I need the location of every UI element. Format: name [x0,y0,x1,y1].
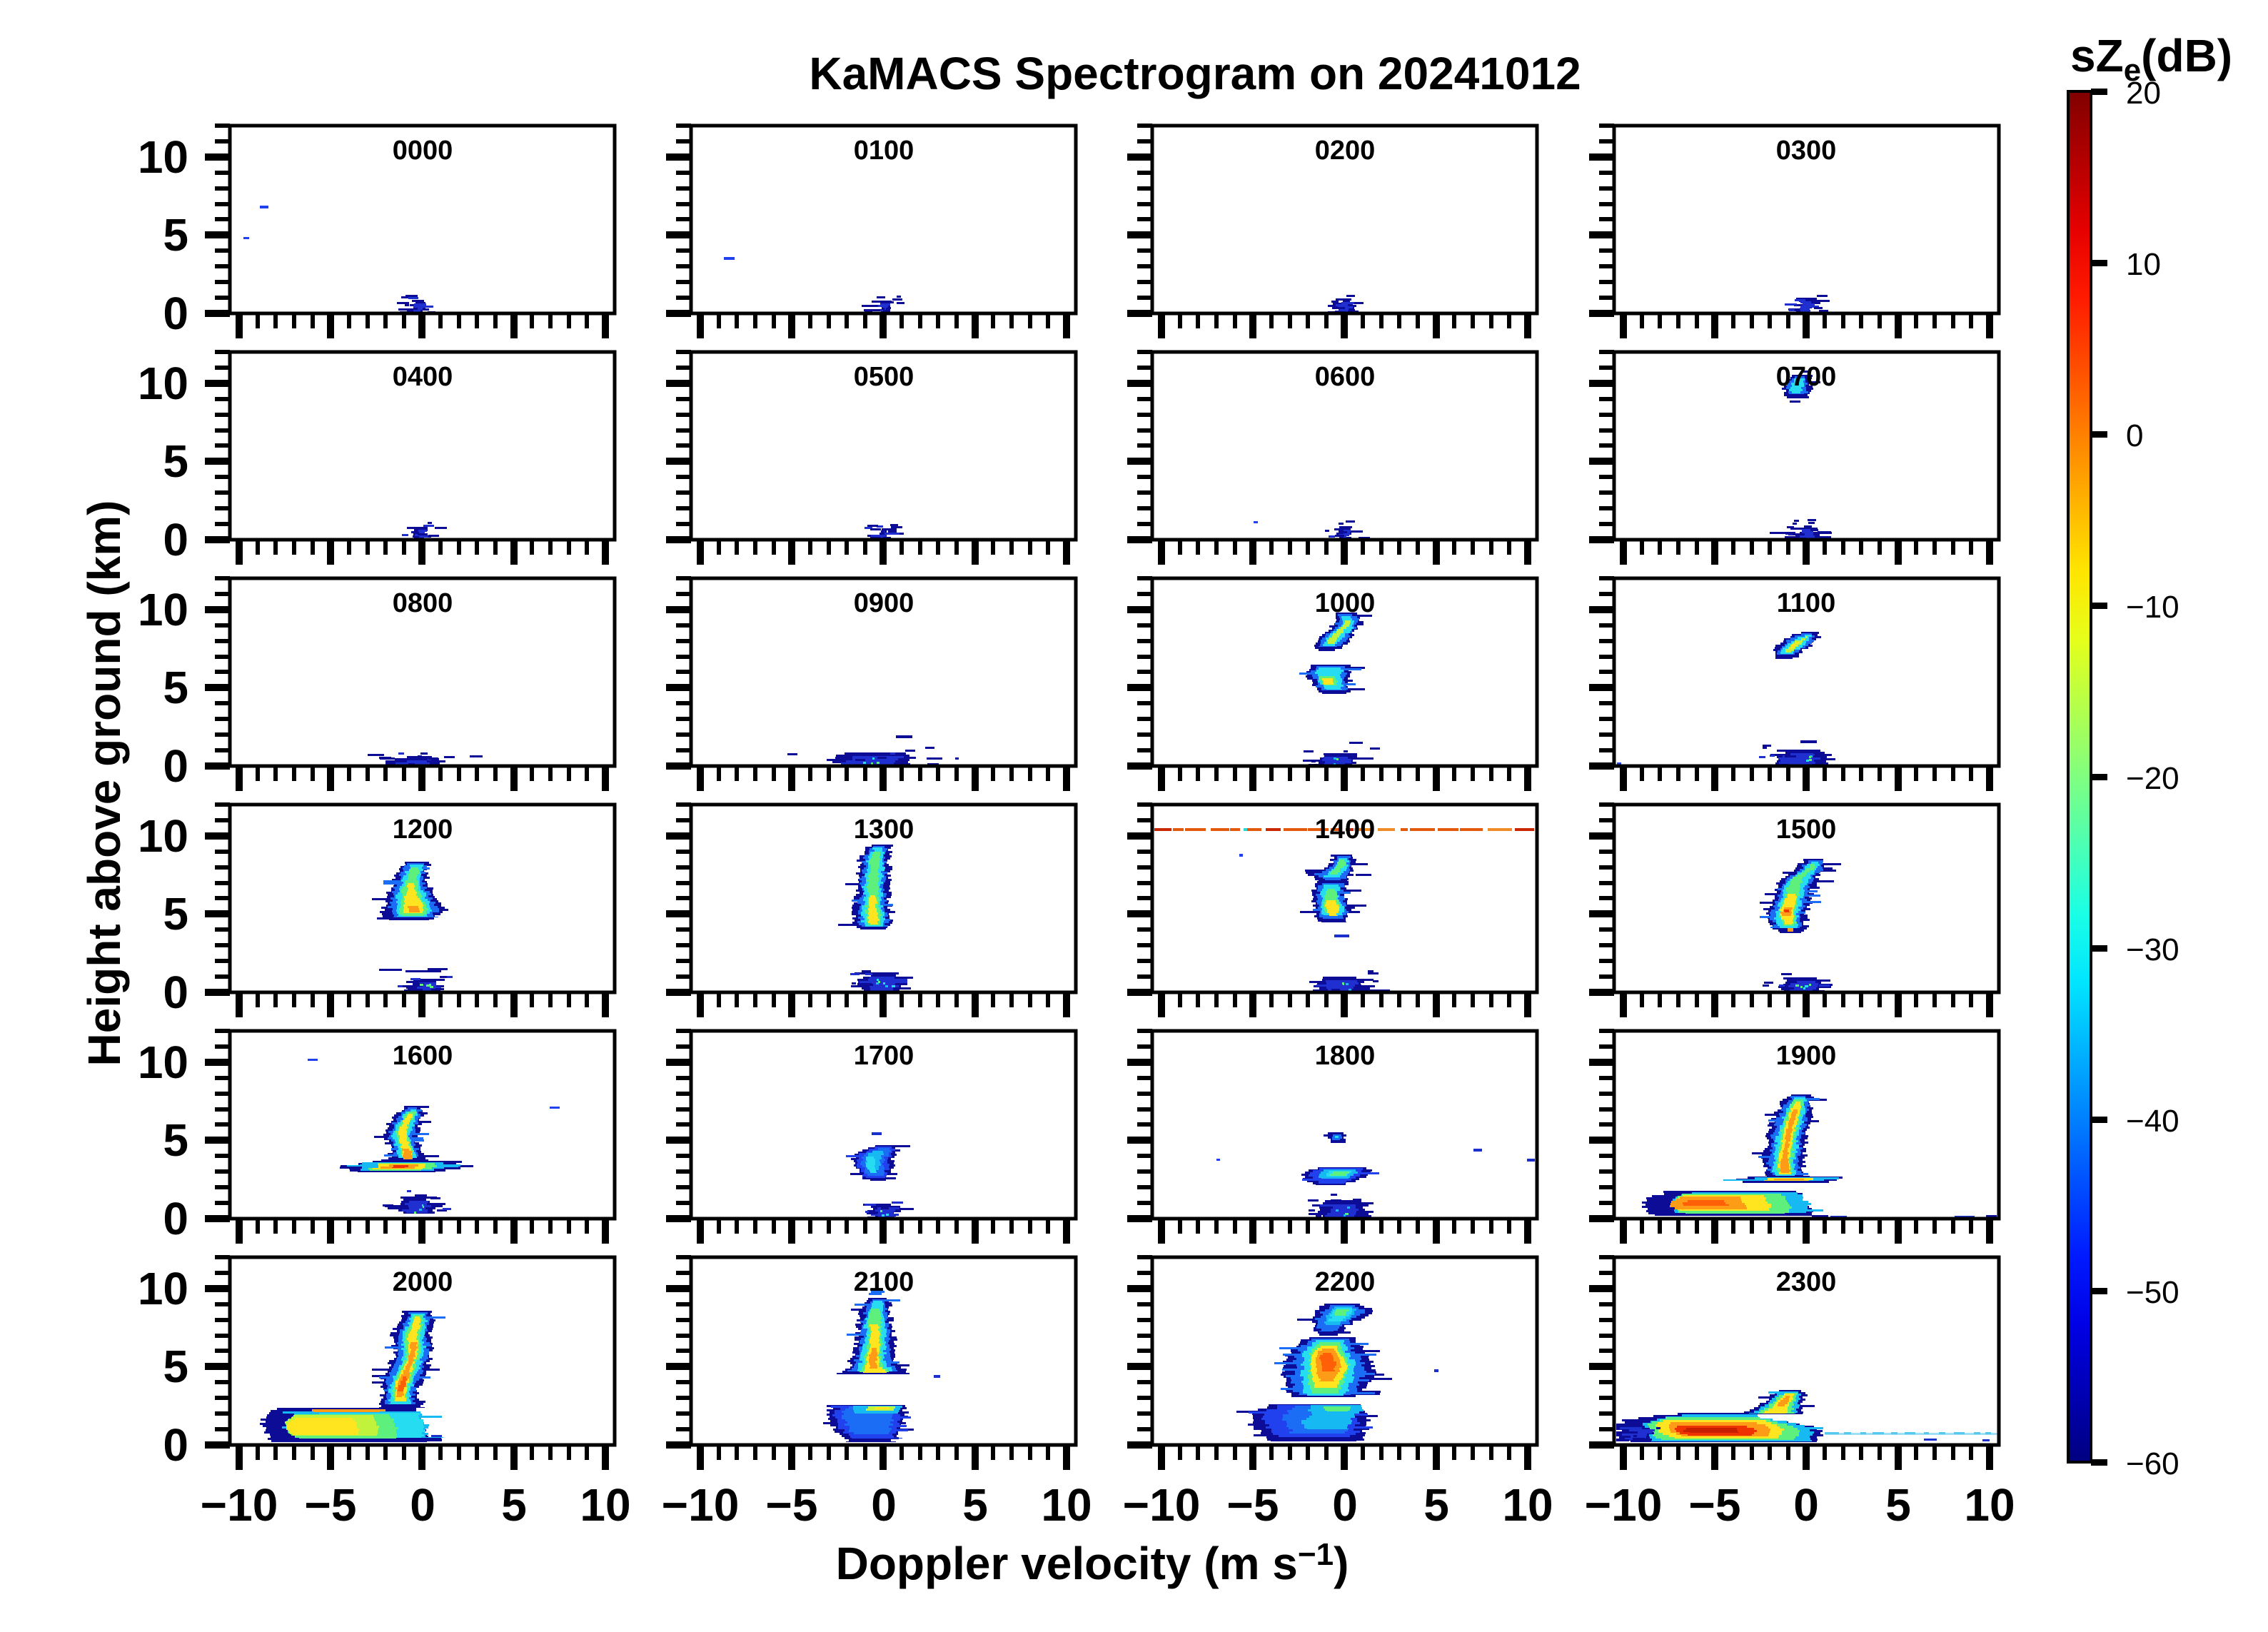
svg-text:2200: 2200 [1315,1267,1376,1297]
svg-text:10: 10 [138,1263,188,1314]
svg-text:−10: −10 [1123,1479,1201,1531]
svg-text:0: 0 [410,1479,435,1531]
svg-text:−5: −5 [766,1479,818,1531]
svg-text:10: 10 [580,1479,630,1531]
svg-text:0: 0 [163,288,188,339]
svg-text:1900: 1900 [1776,1041,1837,1071]
svg-text:−5: −5 [1689,1479,1741,1531]
svg-text:1000: 1000 [1315,588,1376,618]
svg-text:10: 10 [138,131,188,183]
svg-text:1600: 1600 [393,1041,453,1071]
svg-text:2100: 2100 [854,1267,914,1297]
svg-text:−10: −10 [1585,1479,1663,1531]
svg-text:0500: 0500 [854,362,914,392]
svg-text:5: 5 [163,662,188,713]
svg-text:Height above ground (km): Height above ground (km) [79,500,130,1067]
svg-text:0600: 0600 [1315,362,1376,392]
svg-text:10: 10 [1502,1479,1553,1531]
svg-text:−60: −60 [2126,1446,2179,1481]
svg-text:5: 5 [501,1479,527,1531]
svg-text:sZe(dB): sZe(dB) [2070,30,2232,88]
svg-text:0400: 0400 [393,362,453,392]
svg-text:−30: −30 [2126,932,2179,967]
svg-text:5: 5 [163,1341,188,1392]
svg-text:−10: −10 [201,1479,278,1531]
svg-text:0000: 0000 [393,136,453,166]
svg-text:0900: 0900 [854,588,914,618]
svg-text:Doppler velocity (m s−1): Doppler velocity (m s−1) [836,1537,1349,1589]
svg-text:0: 0 [163,740,188,792]
svg-text:0: 0 [163,967,188,1018]
svg-text:10: 10 [1964,1479,2015,1531]
svg-text:5: 5 [163,888,188,940]
svg-text:1800: 1800 [1315,1041,1376,1071]
svg-text:5: 5 [163,209,188,261]
svg-text:0800: 0800 [393,588,453,618]
svg-text:5: 5 [163,435,188,487]
svg-text:5: 5 [1423,1479,1449,1531]
svg-text:1700: 1700 [854,1041,914,1071]
svg-text:−20: −20 [2126,761,2179,796]
svg-text:20: 20 [2126,76,2161,111]
svg-text:0: 0 [163,514,188,565]
svg-text:−5: −5 [305,1479,357,1531]
svg-text:KaMACS Spectrogram on 20241012: KaMACS Spectrogram on 20241012 [809,48,1581,99]
svg-text:10: 10 [138,584,188,635]
svg-text:5: 5 [1885,1479,1911,1531]
svg-text:10: 10 [1041,1479,1092,1531]
svg-text:−5: −5 [1227,1479,1279,1531]
svg-text:0300: 0300 [1776,136,1837,166]
svg-text:2300: 2300 [1776,1267,1837,1297]
svg-text:0: 0 [1332,1479,1358,1531]
svg-text:10: 10 [138,1037,188,1088]
svg-text:0: 0 [163,1193,188,1244]
svg-text:10: 10 [2126,247,2161,282]
svg-text:0: 0 [871,1479,897,1531]
svg-text:2000: 2000 [393,1267,453,1297]
svg-text:0700: 0700 [1776,362,1837,392]
svg-text:5: 5 [163,1114,188,1166]
svg-text:0: 0 [1793,1479,1819,1531]
svg-text:1100: 1100 [1777,588,1835,618]
svg-text:1200: 1200 [393,815,453,845]
svg-text:−50: −50 [2126,1275,2179,1310]
svg-text:1500: 1500 [1776,815,1837,845]
svg-text:−10: −10 [662,1479,740,1531]
svg-text:1300: 1300 [854,815,914,845]
svg-text:0200: 0200 [1315,136,1376,166]
svg-text:0: 0 [163,1419,188,1471]
svg-text:10: 10 [138,810,188,862]
svg-text:1400: 1400 [1315,815,1376,845]
svg-text:10: 10 [138,358,188,409]
svg-text:0: 0 [2126,418,2143,453]
svg-text:−40: −40 [2126,1104,2179,1139]
svg-text:0100: 0100 [854,136,914,166]
svg-text:−10: −10 [2126,590,2179,625]
svg-text:5: 5 [962,1479,988,1531]
